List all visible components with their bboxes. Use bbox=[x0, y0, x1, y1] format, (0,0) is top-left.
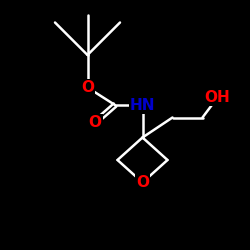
Text: O: O bbox=[136, 175, 149, 190]
Text: O: O bbox=[88, 115, 102, 130]
Text: OH: OH bbox=[204, 90, 230, 105]
Text: HN: HN bbox=[130, 98, 155, 112]
Text: O: O bbox=[81, 80, 94, 95]
